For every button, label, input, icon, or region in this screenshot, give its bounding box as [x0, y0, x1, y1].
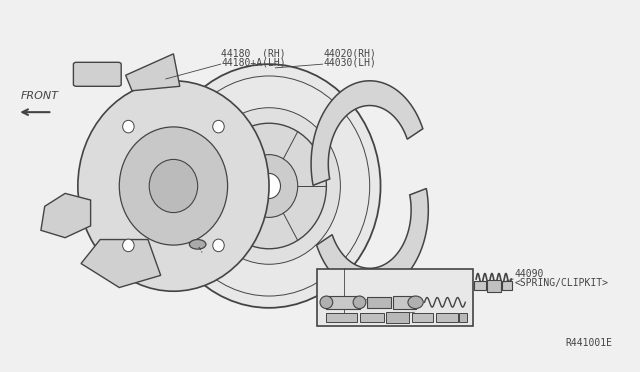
Ellipse shape [241, 155, 298, 217]
Text: 44060SA(LH): 44060SA(LH) [328, 313, 392, 323]
Ellipse shape [408, 296, 423, 309]
FancyBboxPatch shape [487, 280, 501, 292]
Polygon shape [81, 240, 161, 288]
Ellipse shape [149, 160, 198, 212]
Text: 44090: 44090 [515, 269, 544, 279]
FancyBboxPatch shape [474, 281, 486, 290]
Ellipse shape [123, 239, 134, 252]
Text: 44030(LH): 44030(LH) [323, 58, 376, 68]
FancyBboxPatch shape [387, 312, 409, 323]
Ellipse shape [78, 81, 269, 291]
Text: <SPRING/CLIPKIT>: <SPRING/CLIPKIT> [515, 278, 609, 288]
FancyBboxPatch shape [360, 313, 384, 322]
Text: 44200: 44200 [368, 291, 397, 301]
FancyBboxPatch shape [74, 62, 121, 86]
Text: 44180  (RH): 44180 (RH) [221, 49, 286, 59]
Polygon shape [41, 193, 91, 238]
Ellipse shape [189, 240, 206, 249]
FancyBboxPatch shape [436, 313, 458, 322]
FancyBboxPatch shape [326, 313, 357, 322]
Text: 44051: 44051 [390, 306, 419, 316]
Ellipse shape [212, 123, 326, 249]
FancyBboxPatch shape [367, 297, 392, 308]
Text: 44180+A(LH): 44180+A(LH) [221, 58, 286, 68]
FancyBboxPatch shape [317, 269, 473, 326]
Ellipse shape [212, 120, 224, 133]
FancyBboxPatch shape [393, 296, 415, 309]
Text: FRONT: FRONT [20, 91, 59, 101]
FancyBboxPatch shape [502, 281, 512, 290]
Ellipse shape [257, 173, 280, 199]
FancyBboxPatch shape [459, 313, 467, 322]
Polygon shape [311, 81, 423, 185]
Ellipse shape [157, 64, 381, 308]
Ellipse shape [320, 296, 333, 309]
Ellipse shape [353, 296, 366, 309]
Ellipse shape [123, 120, 134, 133]
FancyBboxPatch shape [412, 313, 433, 322]
Text: 44020(RH): 44020(RH) [323, 49, 376, 59]
FancyBboxPatch shape [326, 296, 360, 309]
Ellipse shape [212, 239, 224, 252]
Text: 44060S (RH): 44060S (RH) [328, 305, 392, 314]
Ellipse shape [119, 127, 228, 245]
Text: 44216A: 44216A [183, 246, 218, 256]
Polygon shape [125, 54, 180, 91]
Text: R441001E: R441001E [565, 339, 612, 349]
Ellipse shape [198, 108, 340, 264]
Polygon shape [317, 189, 428, 293]
